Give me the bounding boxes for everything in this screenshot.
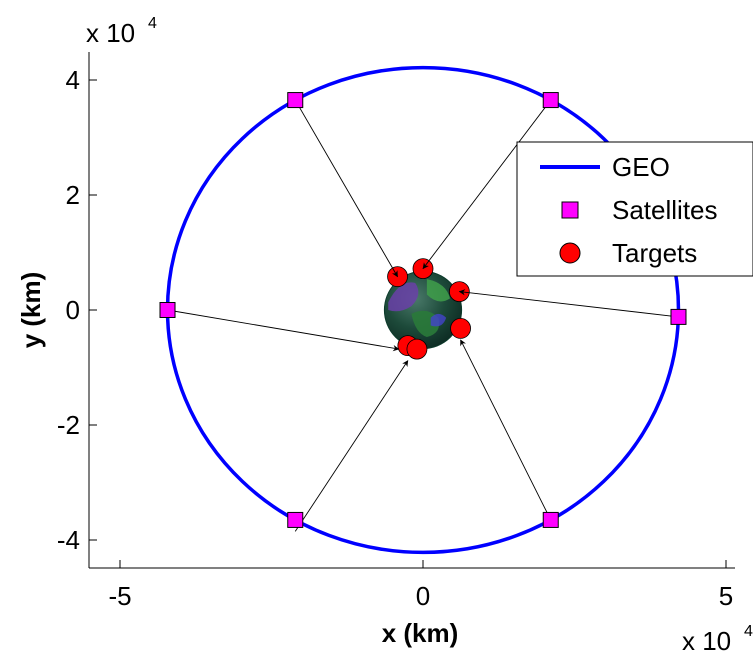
x-tick-label: -5	[108, 581, 131, 611]
y-tick-label: 2	[66, 180, 80, 210]
pointing-arrow	[294, 360, 409, 532]
satellite-point	[159, 302, 176, 318]
pointing-arrow	[422, 99, 552, 270]
earth	[384, 271, 462, 349]
legend-targets-label: Targets	[612, 238, 697, 268]
y-multiplier: x 10 4	[86, 15, 157, 48]
target-point	[450, 317, 471, 339]
y-tick-label: 0	[66, 295, 80, 325]
y-axis-label: y (km)	[16, 272, 46, 349]
legend-geo-label: GEO	[612, 152, 670, 182]
pointing-arrow	[294, 99, 398, 278]
svg-text:x 10: x 10	[86, 18, 135, 48]
y-tick-label: -2	[57, 410, 80, 440]
y-ticks: -4 -2 0 2 4	[57, 65, 97, 555]
legend-satellites-swatch	[561, 201, 579, 219]
satellite-point	[542, 511, 559, 528]
x-ticks: -5 0 5	[108, 560, 733, 611]
x-tick-label: 0	[416, 581, 430, 611]
legend: GEO Satellites Targets	[516, 141, 753, 277]
x-multiplier: x 10 4	[682, 623, 753, 656]
svg-text:x 10: x 10	[682, 626, 731, 656]
legend-satellites-label: Satellites	[612, 195, 718, 225]
pointing-arrow	[460, 339, 552, 521]
satellite-point	[542, 92, 559, 109]
legend-targets-swatch	[559, 242, 581, 264]
y-tick-label: -4	[57, 525, 80, 555]
satellite-point	[287, 92, 304, 109]
satellite-point	[287, 511, 304, 528]
target-point	[406, 338, 428, 360]
plot-area	[159, 65, 687, 555]
x-axis-label: x (km)	[382, 618, 459, 648]
satellite-point	[670, 308, 687, 325]
x-tick-label: 5	[719, 581, 733, 611]
svg-text:4: 4	[148, 15, 157, 32]
y-tick-label: 4	[66, 65, 80, 95]
pointing-arrow	[458, 289, 679, 318]
svg-text:4: 4	[744, 623, 753, 640]
pointing-arrow	[167, 309, 400, 352]
legend-box	[516, 141, 753, 277]
